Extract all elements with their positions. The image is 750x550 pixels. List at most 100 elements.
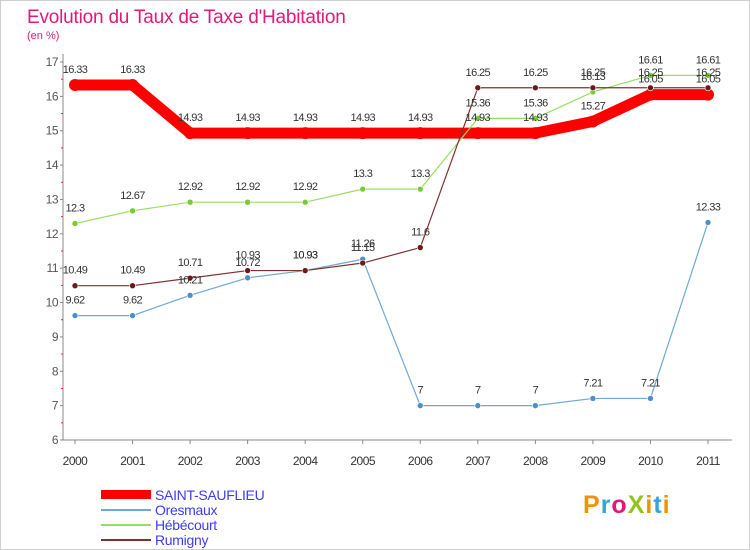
data-point — [644, 88, 657, 101]
y-tick-label: 17 — [46, 55, 59, 69]
x-tick-label: 2011 — [696, 454, 721, 468]
data-point — [186, 274, 194, 282]
data-point — [586, 115, 599, 128]
data-label: 7 — [475, 385, 481, 397]
data-point — [416, 244, 424, 251]
proxiti-logo: ProXiti — [583, 491, 671, 519]
x-tick-label: 2007 — [465, 454, 491, 468]
data-point — [704, 219, 712, 226]
data-label: 7.21 — [583, 377, 602, 389]
series-line — [69, 79, 714, 139]
data-label: 15.27 — [581, 100, 606, 112]
data-point — [184, 127, 197, 140]
data-label: 14.93 — [523, 112, 548, 124]
data-point — [71, 282, 79, 290]
x-tick-label: 2006 — [408, 454, 434, 468]
data-point — [589, 84, 597, 92]
chart-title: Evolution du Taux de Taxe d'Habitation — [27, 7, 346, 28]
data-point — [416, 402, 424, 409]
data-label: 12.67 — [120, 190, 145, 202]
x-tick-label: 2008 — [523, 454, 549, 468]
data-point — [647, 72, 654, 79]
legend-swatch — [101, 523, 151, 526]
data-point — [129, 282, 136, 290]
data-point — [532, 115, 539, 122]
legend-label: SAINT-SAUFLIEU — [155, 486, 265, 503]
data-point — [186, 198, 194, 206]
y-tick-label: 7 — [52, 399, 59, 413]
data-point — [301, 267, 309, 274]
data-label: 11.15 — [351, 242, 375, 254]
y-unit-label: (en %) — [27, 30, 60, 42]
data-point — [414, 127, 427, 140]
y-tick-label: 10 — [46, 296, 59, 310]
data-label: 14.93 — [178, 112, 203, 124]
data-point — [474, 84, 482, 92]
data-point — [356, 127, 369, 140]
data-label: 10.72 — [235, 257, 260, 269]
data-point — [474, 115, 482, 122]
data-label: 10.71 — [178, 257, 203, 269]
legend-label: Rumigny — [155, 531, 209, 548]
data-point — [69, 79, 81, 92]
data-point — [244, 198, 251, 206]
data-label: 10.93 — [235, 250, 260, 262]
data-label: 14.93 — [350, 112, 375, 124]
data-label: 16.61 — [638, 54, 663, 66]
legend-swatch — [101, 508, 151, 511]
data-label: 12.92 — [235, 181, 260, 193]
y-tick-label: 6 — [52, 433, 59, 447]
y-tick-label: 8 — [52, 364, 59, 378]
data-label: 7 — [533, 385, 539, 397]
data-point — [244, 267, 251, 274]
data-point — [647, 84, 654, 92]
data-label: 16.25 — [466, 67, 491, 79]
data-label: 16.61 — [696, 54, 721, 66]
data-label: 16.25 — [523, 67, 548, 79]
data-label: 9.62 — [123, 295, 142, 307]
series-line — [74, 87, 709, 287]
data-label: 14.93 — [466, 112, 491, 124]
legend-item-saint-saufflieu: SAINT-SAUFLIEU — [101, 486, 265, 503]
data-label: 10.93 — [293, 250, 318, 262]
data-point — [186, 292, 194, 299]
data-label: 10.49 — [120, 265, 145, 277]
data-point — [647, 395, 654, 402]
y-tick-label: 16 — [46, 89, 59, 103]
data-point — [532, 84, 539, 92]
data-point — [71, 220, 79, 227]
data-label: 15.36 — [466, 97, 491, 109]
data-point — [129, 207, 136, 215]
data-point — [704, 72, 712, 79]
x-tick-label: 2005 — [350, 454, 376, 468]
data-point — [244, 274, 251, 282]
data-label: 12.3 — [65, 203, 84, 215]
data-point — [702, 88, 714, 101]
data-point — [359, 185, 367, 193]
data-point — [416, 185, 424, 193]
data-label: 12.92 — [293, 181, 318, 193]
data-label: 11.6 — [411, 227, 430, 239]
data-label: 16.25 — [638, 67, 663, 79]
data-label: 10.21 — [178, 274, 203, 286]
data-label: 13.3 — [411, 168, 430, 180]
y-tick-label: 13 — [46, 192, 59, 206]
data-point — [301, 198, 309, 206]
y-tick-label: 11 — [47, 261, 59, 275]
x-tick-label: 2001 — [120, 454, 146, 468]
legend-item-oresmaux: Oresmaux — [101, 502, 264, 518]
data-point — [299, 127, 312, 140]
data-label: 12.33 — [696, 201, 721, 213]
data-label: 16.25 — [696, 67, 721, 79]
x-tick-label: 2004 — [293, 454, 319, 468]
x-tick-label: 2003 — [235, 454, 261, 468]
data-point — [129, 312, 136, 319]
data-label: 16.05 — [638, 74, 663, 86]
data-label: 13.3 — [353, 168, 372, 180]
series-line — [74, 221, 709, 407]
data-label: 10.49 — [63, 265, 88, 277]
legend: SAINT-SAUFLIEU Oresmaux Hébécourt Rumign… — [101, 486, 265, 548]
x-tick-label: 2000 — [63, 454, 89, 468]
